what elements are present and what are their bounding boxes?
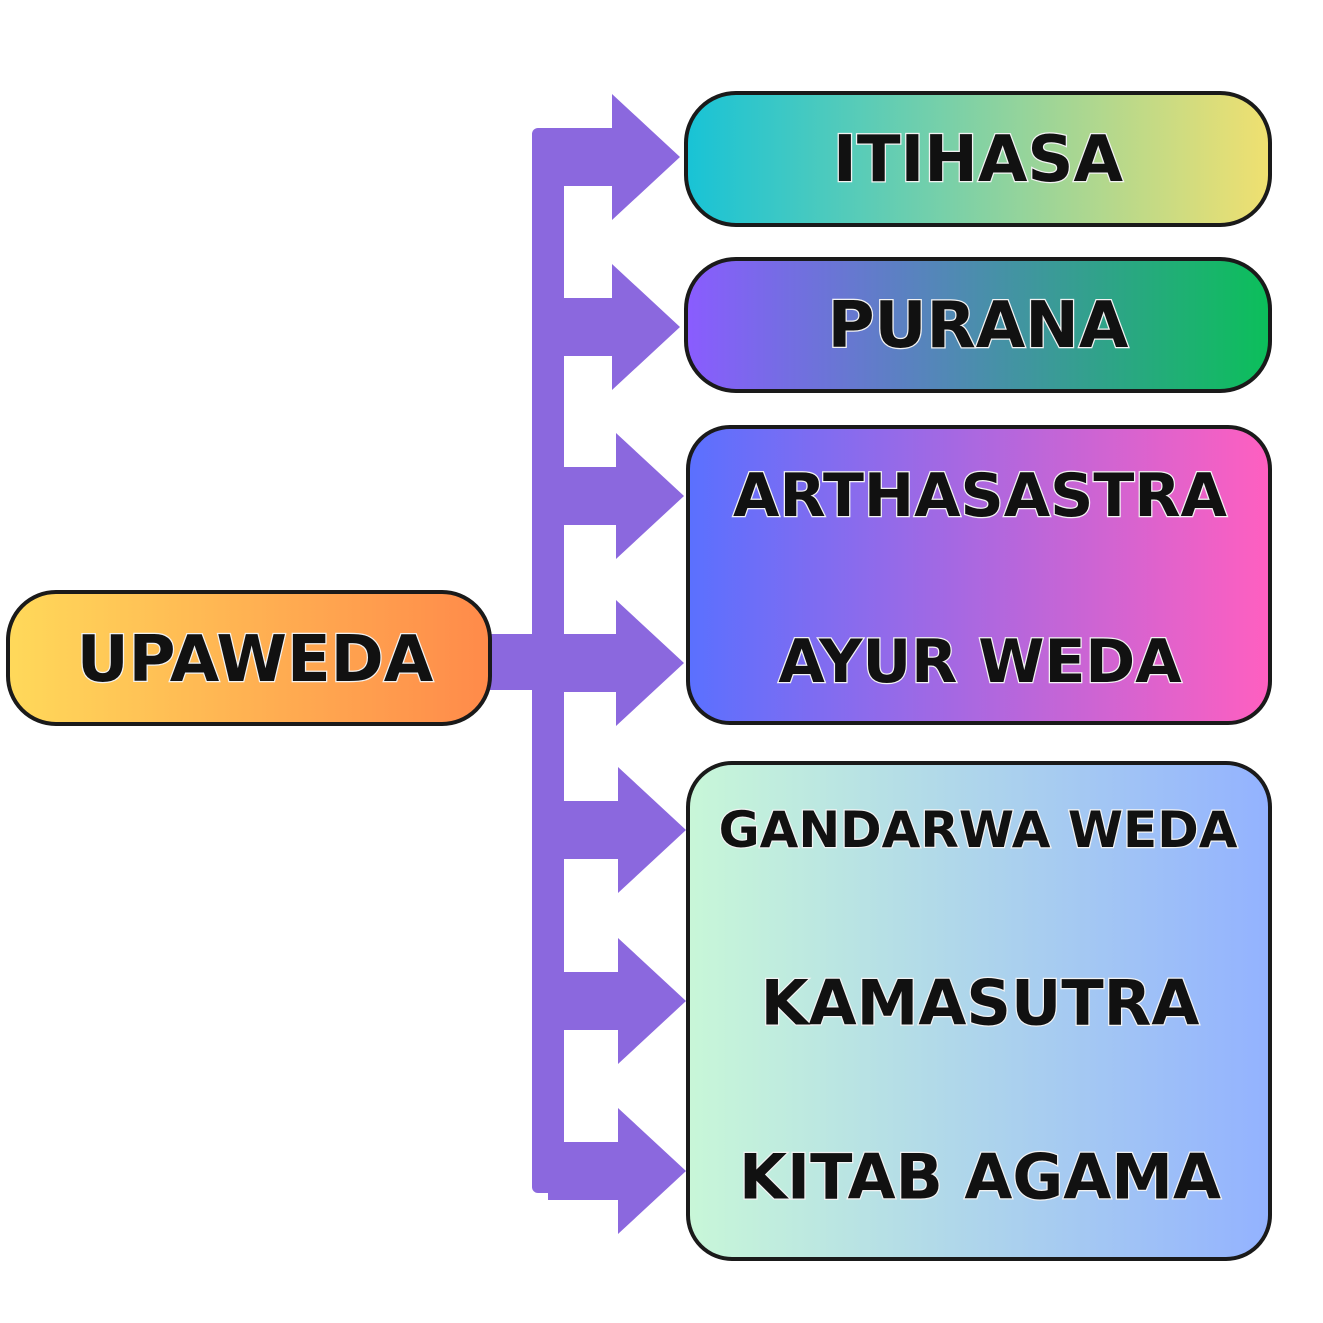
arrow-kamasutra: [548, 938, 686, 1064]
arrow-itihasa: [548, 94, 680, 220]
label-kamasutra: KAMASUTRA: [761, 967, 1200, 1040]
root-node-box: [6, 590, 492, 726]
connector-group: [490, 94, 686, 1234]
group-node-arthasastra-ayur-weda: ARTHASASTRA AYUR WEDA: [686, 425, 1272, 725]
label-itihasa: ITIHASA: [833, 123, 1123, 197]
root-node-label: UPAWEDA: [77, 623, 434, 697]
label-gandarwa-weda: GANDARWA WEDA: [719, 801, 1238, 859]
arrow-gandarwa-weda: [548, 767, 686, 893]
group-node-itihasa: ITIHASA: [684, 91, 1272, 227]
arrow-arthasastra: [548, 433, 684, 559]
root-node: UPAWEDA: [6, 590, 492, 726]
group-box-arthasastra-ayur-weda: [686, 425, 1272, 725]
group-node-purana: PURANA: [684, 257, 1272, 393]
arrow-kitab-agama: [548, 1108, 686, 1234]
label-purana: PURANA: [828, 289, 1129, 363]
arrow-purana: [548, 264, 680, 390]
arrow-ayur-weda: [548, 600, 684, 726]
label-ayur-weda: AYUR WEDA: [778, 627, 1182, 697]
group-box-itihasa: [684, 91, 1272, 227]
group-box-gandarwa-kamasutra-kitab: [686, 761, 1272, 1261]
label-arthasastra: ARTHASASTRA: [733, 461, 1228, 531]
group-node-gandarwa-kamasutra-kitab: GANDARWA WEDA KAMASUTRA KITAB AGAMA: [686, 761, 1272, 1261]
label-kitab-agama: KITAB AGAMA: [739, 1141, 1221, 1214]
group-box-purana: [684, 257, 1272, 393]
